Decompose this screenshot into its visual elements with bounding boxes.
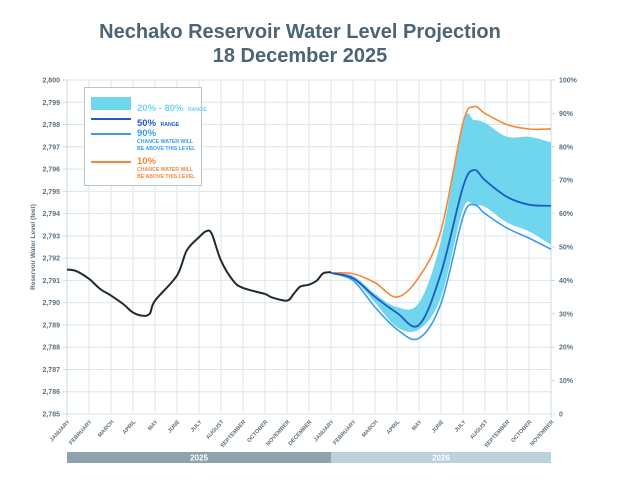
legend-p90-desc1: CHANCE WATER WILL	[137, 139, 194, 145]
legend-p10-desc1: CHANCE WATER WILL	[137, 167, 194, 173]
year-label: 2025	[190, 454, 208, 463]
year-label: 2026	[432, 454, 450, 463]
legend: 20% - 80% RANGE 50% RANGE 90% CHANCE WAT…	[84, 87, 207, 186]
year-bar-2026	[331, 452, 551, 463]
y2-tick-label: 80%	[559, 144, 574, 151]
chart-subtitle: 18 December 2025	[212, 45, 388, 67]
y2-tick-label: 60%	[559, 211, 574, 218]
y-tick-label: 2,790	[42, 300, 60, 307]
y-axis-label: Reservoir Water Level (feet)	[30, 204, 37, 290]
x-tick-label: AUGUST	[205, 419, 226, 441]
x-tick-label: DECEMBER	[288, 419, 314, 447]
y2-tick-label: 70%	[559, 178, 574, 185]
x-tick-label: MARCH	[97, 419, 115, 438]
series-line-10pct	[330, 105, 552, 298]
series-line-90pct	[330, 203, 552, 341]
x-tick-label: MAY	[411, 419, 424, 432]
y-tick-label: 2,791	[42, 278, 60, 285]
band-swatch	[91, 97, 131, 110]
x-tick-label: JULY	[454, 419, 468, 433]
y-tick-label: 2,794	[42, 211, 60, 218]
median-swatch	[91, 118, 131, 120]
p90-swatch	[91, 133, 131, 135]
x-tick-label: MARCH	[361, 419, 379, 438]
x-tick-label: OCTOBER	[510, 419, 533, 444]
legend-median-label: 50%	[137, 118, 157, 129]
chart-title: Nechako Reservoir Water Level Projection	[99, 21, 501, 43]
legend-p90-desc2: BE ABOVE THIS LEVEL	[137, 145, 196, 152]
y-tick-label: 2,786	[42, 389, 60, 396]
x-tick-label: JANUARY	[49, 419, 72, 443]
x-tick-label: AUGUST	[469, 419, 490, 441]
y2-tick-label: 10%	[559, 378, 574, 385]
y2-tick-label: 50%	[559, 245, 574, 252]
series-line-50pct	[330, 168, 552, 328]
legend-band-label: 20% - 80%	[137, 103, 184, 114]
y2-tick-label: 90%	[559, 111, 574, 118]
y-tick-label: 2,799	[42, 100, 60, 107]
legend-p10-desc2: BE ABOVE THIS LEVEL	[137, 173, 196, 180]
x-tick-label: OCTOBER	[246, 419, 269, 444]
legend-median-suffix: RANGE	[160, 122, 180, 128]
p10-swatch	[91, 161, 131, 163]
series-line-historic	[66, 229, 332, 317]
band-20-80	[331, 113, 551, 333]
y-tick-label: 2,792	[42, 256, 60, 263]
legend-band-suffix: RANGE	[187, 107, 207, 113]
y-tick-label: 2,795	[42, 189, 60, 196]
y-tick-label: 2,797	[42, 144, 60, 151]
y-tick-label: 2,796	[42, 167, 60, 174]
y-tick-label: 2,785	[42, 412, 60, 419]
x-tick-label: JULY	[190, 419, 204, 433]
y2-tick-label: 0	[559, 412, 563, 419]
y2-tick-label: 100%	[559, 78, 578, 85]
y-tick-label: 2,793	[42, 233, 60, 240]
y2-tick-label: 30%	[559, 311, 574, 318]
year-bar-2025	[67, 452, 331, 463]
x-tick-label: FEBRUARY	[68, 419, 93, 446]
x-tick-label: JANUARY	[313, 419, 336, 443]
y2-tick-label: 20%	[559, 345, 574, 352]
legend-p10-label: 10%	[137, 156, 157, 167]
y-tick-label: 2,800	[42, 78, 60, 85]
x-tick-label: APRIL	[386, 419, 402, 436]
y2-tick-label: 40%	[559, 278, 574, 285]
x-tick-label: MAY	[147, 419, 160, 432]
y-tick-label: 2,788	[42, 345, 60, 352]
x-tick-label: APRIL	[122, 419, 138, 436]
x-tick-label: JUNE	[431, 419, 446, 434]
x-tick-label: JUNE	[167, 419, 182, 434]
y-tick-label: 2,787	[42, 367, 60, 374]
y-tick-label: 2,789	[42, 322, 60, 329]
y-tick-label: 2,798	[42, 122, 60, 129]
legend-p90-label: 90%	[137, 128, 157, 139]
x-tick-label: FEBRUARY	[332, 419, 357, 446]
